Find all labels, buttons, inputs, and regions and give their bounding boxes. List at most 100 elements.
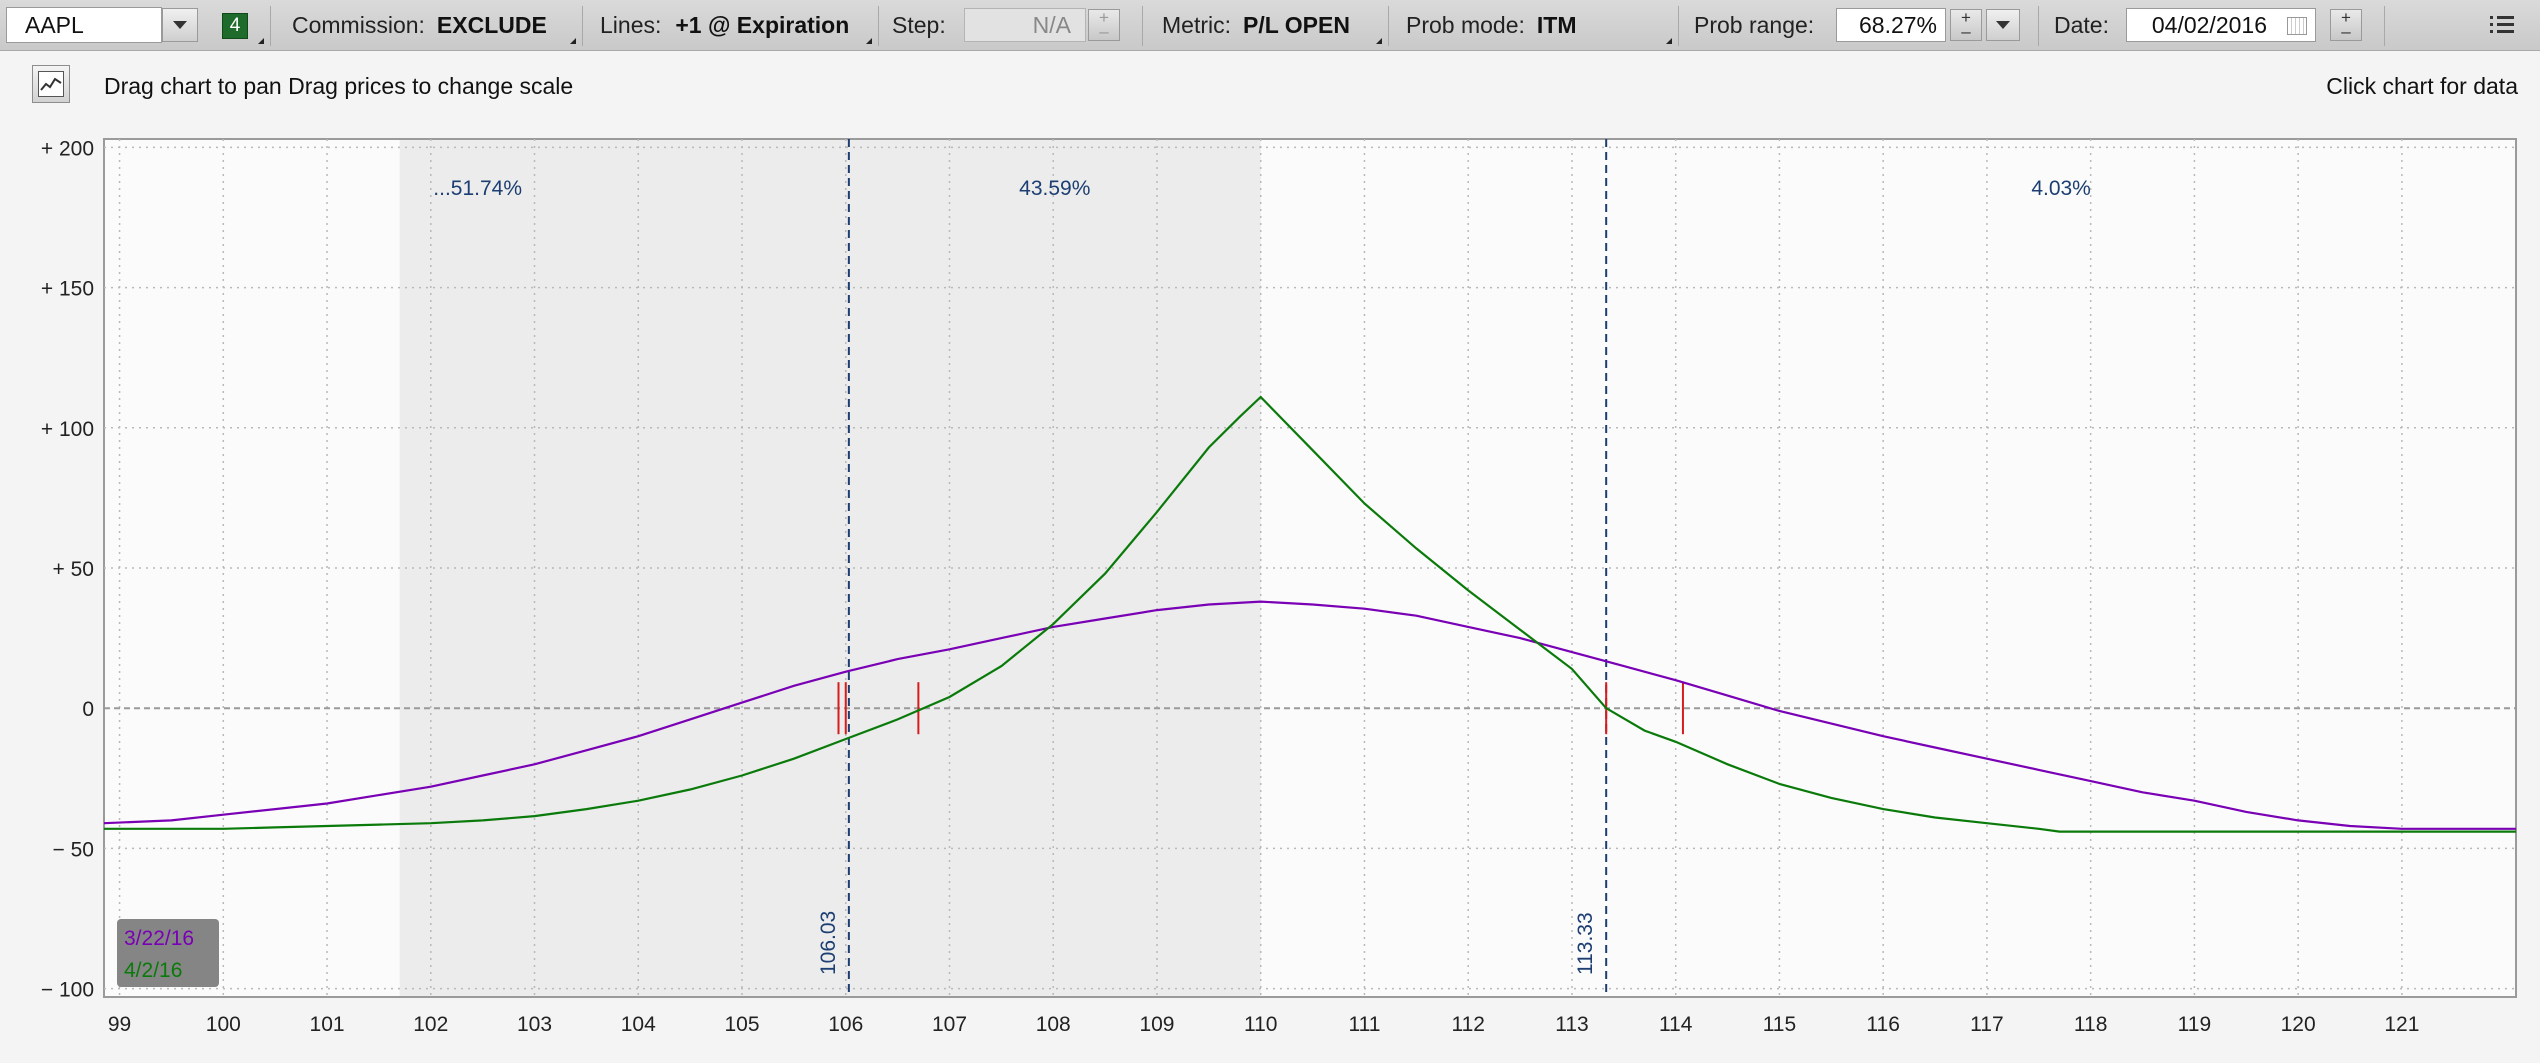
toolbar-divider xyxy=(2038,6,2039,46)
commission-selector[interactable]: Commission: EXCLUDE xyxy=(292,0,547,50)
toolbar: AAPL 4 Commission: EXCLUDE Lines: +1 @ E… xyxy=(0,0,2540,51)
plus-icon: + xyxy=(1961,8,1971,27)
y-tick-label: + 150 xyxy=(41,278,94,301)
toolbar-divider xyxy=(582,6,583,46)
calendar-icon[interactable] xyxy=(2287,17,2307,35)
toolbar-divider xyxy=(270,6,271,46)
x-tick-label: 107 xyxy=(932,1013,967,1036)
x-tick-label: 115 xyxy=(1763,1013,1796,1036)
x-tick-label: 100 xyxy=(206,1013,241,1036)
y-tick-label: 0 xyxy=(82,698,94,721)
risk-profile-chart[interactable]: 106.03 113.33 99 100 101 102 103 104 105 106 107 1… xyxy=(0,133,2540,1058)
y-tick-label: − 50 xyxy=(53,838,94,861)
minus-icon: – xyxy=(1099,22,1109,41)
metric-value: P/L OPEN xyxy=(1243,11,1350,38)
prob-mode-dropdown-indicator xyxy=(1666,38,1672,44)
chevron-down-icon xyxy=(1996,21,2010,29)
toolbar-divider xyxy=(878,6,879,46)
chart-mode-icon[interactable] xyxy=(32,65,70,103)
toolbar-divider xyxy=(2384,6,2385,46)
price-marker-label: 106.03 xyxy=(817,911,840,975)
prob-range-label-wrap: Prob range: xyxy=(1694,0,1814,50)
x-tick-label: 110 xyxy=(1244,1013,1277,1036)
legend-entry: 4/2/16 xyxy=(124,959,182,982)
symbol-field[interactable]: AAPL xyxy=(6,7,162,43)
chevron-down-icon xyxy=(173,21,187,29)
probability-label: 43.59% xyxy=(1019,177,1090,200)
step-field[interactable]: N/A xyxy=(964,8,1086,42)
plus-icon: + xyxy=(2341,8,2351,27)
prob-range-dropdown-button[interactable] xyxy=(1986,9,2020,41)
step-label-wrap: Step: xyxy=(892,0,946,50)
x-tick-label: 101 xyxy=(310,1013,345,1036)
prob-range-label: Prob range: xyxy=(1694,11,1815,38)
prob-range-value: 68.27% xyxy=(1858,11,1937,38)
x-tick-label: 118 xyxy=(2074,1013,2107,1036)
metric-dropdown-indicator xyxy=(1376,38,1382,44)
minus-icon: – xyxy=(1961,22,1971,41)
date-value: 04/02/2016 xyxy=(2151,11,2267,38)
probability-region xyxy=(399,140,849,996)
link-group-dropdown-indicator xyxy=(258,38,264,44)
lines-value: +1 @ Expiration xyxy=(675,11,850,38)
x-tick-label: 119 xyxy=(2178,1013,2211,1036)
lines-dropdown-indicator xyxy=(866,38,872,44)
link-group-badge[interactable]: 4 xyxy=(222,13,248,39)
symbol-value: AAPL xyxy=(25,11,84,38)
metric-selector[interactable]: Metric: P/L OPEN xyxy=(1162,0,1350,50)
x-tick-label: 117 xyxy=(1970,1013,2003,1036)
x-tick-label: 105 xyxy=(724,1013,759,1036)
date-label: Date: xyxy=(2054,11,2109,38)
x-tick-label: 109 xyxy=(1139,1013,1174,1036)
prob-mode-value: ITM xyxy=(1536,11,1577,38)
x-tick-label: 114 xyxy=(1659,1013,1693,1036)
lines-selector[interactable]: Lines: +1 @ Expiration xyxy=(600,0,849,50)
y-tick-label: − 100 xyxy=(41,979,94,1002)
x-tick-label: 108 xyxy=(1036,1013,1071,1036)
commission-dropdown-indicator xyxy=(570,38,576,44)
symbol-dropdown-button[interactable] xyxy=(162,8,198,42)
step-label: Step: xyxy=(892,11,946,38)
lines-label: Lines: xyxy=(600,11,662,38)
step-value: N/A xyxy=(1032,11,1071,38)
prob-mode-selector[interactable]: Prob mode: ITM xyxy=(1406,0,1577,50)
probability-label: ...51.74% xyxy=(433,177,522,200)
series-line xyxy=(103,600,2516,830)
x-tick-label: 116 xyxy=(1866,1013,1899,1036)
date-field[interactable]: 04/02/2016 xyxy=(2126,8,2316,42)
y-tick-label: + 100 xyxy=(41,418,94,441)
x-tick-label: 113 xyxy=(1555,1013,1588,1036)
date-stepper[interactable]: + – xyxy=(2330,9,2362,41)
date-label-wrap: Date: xyxy=(2054,0,2109,50)
prob-mode-label: Prob mode: xyxy=(1406,11,1525,38)
click-chart-hint: Click chart for data xyxy=(2326,73,2518,99)
hint-bar: Drag chart to pan Drag prices to change … xyxy=(0,51,2540,133)
y-tick-label: + 200 xyxy=(41,137,94,160)
x-tick-label: 121 xyxy=(2384,1013,2419,1036)
y-tick-label: + 50 xyxy=(53,558,94,581)
toolbar-divider xyxy=(1678,6,1679,46)
x-tick-label: 120 xyxy=(2281,1013,2316,1036)
x-tick-label: 99 xyxy=(108,1013,131,1036)
x-tick-label: 111 xyxy=(1349,1013,1381,1036)
link-group-number: 4 xyxy=(229,15,241,36)
x-tick-label: 104 xyxy=(621,1013,656,1036)
legend-entry: 3/22/16 xyxy=(124,927,194,950)
x-tick-label: 106 xyxy=(828,1013,863,1036)
prob-range-field[interactable]: 68.27% xyxy=(1836,8,1946,42)
toolbar-divider xyxy=(1142,6,1143,46)
list-menu-icon[interactable] xyxy=(2490,14,2516,36)
commission-label: Commission: xyxy=(292,11,425,38)
drag-hint-text: Drag chart to pan Drag prices to change … xyxy=(104,73,574,99)
x-tick-label: 102 xyxy=(413,1013,448,1036)
minus-icon: – xyxy=(2341,22,2351,41)
risk-profile-svg[interactable]: 106.03 113.33 99 100 101 102 103 104 105 106 107 1… xyxy=(0,133,2540,1058)
toolbar-divider xyxy=(1388,6,1389,46)
x-tick-label: 103 xyxy=(517,1013,552,1036)
price-marker-label: 113.33 xyxy=(1574,912,1597,975)
step-stepper[interactable]: + – xyxy=(1088,9,1120,41)
commission-value: EXCLUDE xyxy=(436,11,547,38)
prob-range-stepper[interactable]: + – xyxy=(1950,9,1982,41)
legend-box xyxy=(117,919,219,987)
metric-label: Metric: xyxy=(1162,11,1231,38)
